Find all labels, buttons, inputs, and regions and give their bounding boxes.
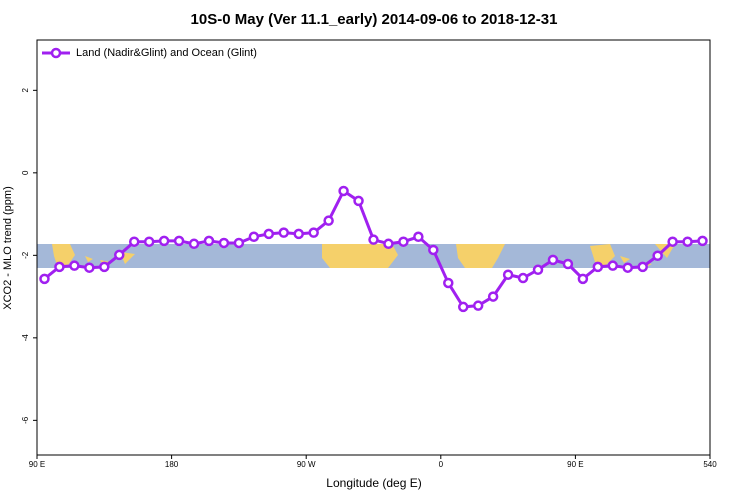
data-point <box>99 261 110 273</box>
data-point <box>54 261 65 273</box>
data-point <box>607 260 619 271</box>
data-point <box>323 215 334 226</box>
legend-marker <box>50 47 62 59</box>
data-point <box>428 244 439 256</box>
data-point <box>652 250 663 262</box>
data-point <box>218 237 230 249</box>
y-tick-label: -2 <box>21 251 30 259</box>
y-tick-label: 2 <box>21 88 30 93</box>
y-axis-label: XCO2 - MLO trend (ppm) <box>2 186 14 309</box>
data-point <box>128 236 140 247</box>
data-point <box>517 272 529 284</box>
data-point <box>368 234 379 245</box>
data-point <box>637 261 648 273</box>
x-tick-label: 90 E <box>567 460 583 469</box>
data-point <box>577 273 589 285</box>
data-point <box>487 291 499 302</box>
data-point <box>562 258 574 270</box>
chart-title: 10S-0 May (Ver 11.1_early) 2014-09-06 to… <box>191 11 558 28</box>
data-point <box>443 277 454 289</box>
x-tick-label: 180 <box>165 460 179 469</box>
data-point <box>69 260 80 271</box>
data-point <box>413 231 424 243</box>
x-tick-label: 90 W <box>297 460 316 469</box>
data-point <box>697 235 708 247</box>
x-axis-label: Longitude (deg E) <box>326 476 421 490</box>
data-point <box>114 249 125 261</box>
data-point <box>158 235 170 247</box>
data-point <box>293 228 304 240</box>
legend-label: Land (Nadir&Glint) and Ocean (Glint) <box>76 47 257 59</box>
x-tick-label: 540 <box>703 460 717 469</box>
data-point <box>472 300 484 311</box>
data-point <box>398 236 409 247</box>
data-point <box>39 273 50 285</box>
data-point <box>248 231 260 243</box>
data-point <box>308 227 319 238</box>
y-tick-label: -6 <box>21 416 30 424</box>
data-point <box>203 235 215 247</box>
data-point <box>173 235 185 247</box>
data-point <box>338 185 349 197</box>
x-tick-label: 0 <box>439 460 444 469</box>
data-point <box>84 262 95 273</box>
map-band <box>37 244 710 268</box>
data-point <box>667 236 678 247</box>
data-point <box>682 236 693 247</box>
data-point <box>592 261 604 273</box>
legend: Land (Nadir&Glint) and Ocean (Glint) <box>42 47 257 59</box>
data-point <box>502 269 514 280</box>
x-tick-label: 90 E <box>29 460 45 469</box>
data-point <box>547 254 559 266</box>
data-point <box>233 237 245 249</box>
data-point <box>457 301 469 313</box>
data-point <box>278 227 290 238</box>
plot-frame <box>36 39 711 456</box>
data-point <box>383 238 394 250</box>
data-point <box>532 264 544 276</box>
data-point <box>143 236 155 247</box>
data-point <box>263 228 275 240</box>
data-point <box>353 195 364 207</box>
data-point <box>622 262 633 273</box>
y-tick-label: -4 <box>21 334 30 342</box>
data-point <box>188 238 200 250</box>
y-tick-label: 0 <box>21 170 30 175</box>
